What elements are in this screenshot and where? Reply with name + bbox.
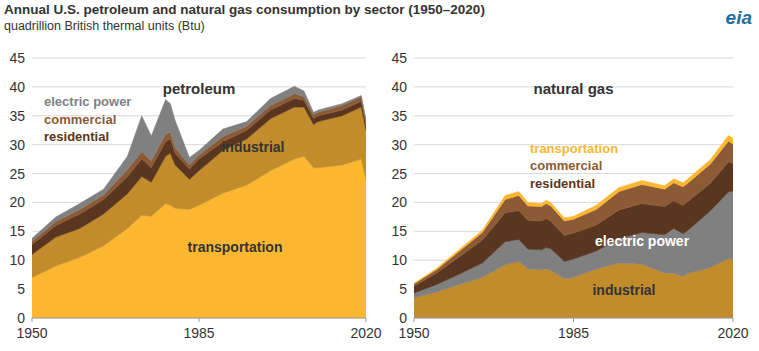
x-tick — [414, 318, 415, 322]
series-label: transportation — [530, 141, 618, 156]
y-tick-label: 25 — [9, 166, 25, 182]
y-tick-label: 40 — [391, 79, 407, 95]
subtitle: quadrillion British thermal units (Btu) — [4, 19, 205, 33]
x-tick — [573, 318, 574, 322]
series-label: residential — [530, 176, 595, 191]
y-tick-label: 0 — [17, 310, 25, 326]
series-label: residential — [44, 129, 109, 144]
title: Annual U.S. petroleum and natural gas co… — [4, 2, 485, 17]
area — [414, 141, 733, 286]
y-tick-label: 40 — [9, 79, 25, 95]
series-label: commercial — [44, 112, 116, 127]
figure: Annual U.S. petroleum and natural gas co… — [0, 0, 759, 351]
area — [32, 98, 366, 254]
x-tick-label: 1950 — [398, 325, 429, 341]
x-tick-label: 1985 — [183, 325, 214, 341]
y-tick-label: 15 — [391, 223, 407, 239]
y-tick-label: 45 — [9, 50, 25, 66]
series-label: transportation — [188, 239, 283, 255]
x-tick — [32, 318, 33, 322]
grid-line — [414, 115, 733, 116]
y-tick-label: 30 — [9, 137, 25, 153]
background — [0, 0, 759, 351]
y-tick-label: 35 — [9, 108, 25, 124]
y-tick-label: 30 — [391, 137, 407, 153]
y-tick-label: 20 — [391, 194, 407, 210]
y-tick-label: 10 — [391, 252, 407, 268]
grid-line — [32, 58, 366, 59]
area — [32, 86, 366, 241]
x-tick-label: 2020 — [717, 325, 748, 341]
series-label: industrial — [592, 282, 655, 298]
y-tick-label: 5 — [399, 281, 407, 297]
grid-line — [414, 173, 733, 174]
x-tick-label: 2020 — [350, 325, 381, 341]
areas — [414, 135, 733, 318]
series-label: electric power — [595, 233, 690, 249]
y-tick-label: 45 — [391, 50, 407, 66]
series-label: commercial — [530, 158, 602, 173]
panel-title: petroleum — [163, 80, 236, 97]
y-tick-label: 15 — [9, 223, 25, 239]
area — [414, 135, 733, 283]
areas — [32, 86, 366, 318]
y-tick-label: 25 — [391, 166, 407, 182]
grid-line — [414, 58, 733, 59]
panel: 0 5 10 15 20 25 30 35 40 45 1950 1985 2020 natural ga… — [391, 50, 748, 341]
series-label: electric power — [44, 94, 131, 109]
panel: 0 5 10 15 20 25 30 35 40 45 1950 1985 2020 petroleum t… — [9, 50, 381, 341]
area — [32, 94, 366, 245]
x-tick — [366, 318, 367, 322]
x-tick — [733, 318, 734, 322]
series-label: industrial — [221, 139, 284, 155]
y-tick-label: 10 — [9, 252, 25, 268]
y-tick-label: 0 — [399, 310, 407, 326]
area — [32, 107, 366, 277]
x-tick-label: 1985 — [558, 325, 589, 341]
y-tick-label: 5 — [17, 281, 25, 297]
x-tick-label: 1950 — [16, 325, 47, 341]
y-tick-label: 20 — [9, 194, 25, 210]
panel-title: natural gas — [533, 80, 613, 97]
logo: eia — [726, 7, 753, 28]
x-tick — [199, 318, 200, 322]
y-tick-label: 35 — [391, 108, 407, 124]
